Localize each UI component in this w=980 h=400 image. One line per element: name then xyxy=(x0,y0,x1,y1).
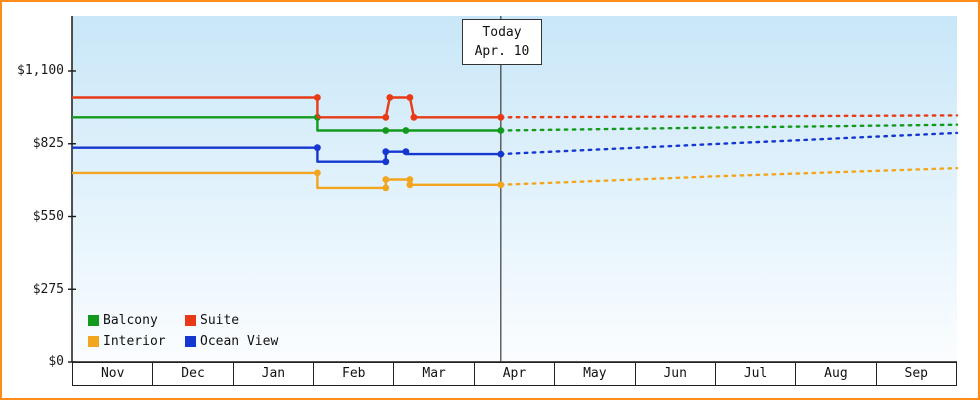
legend: Balcony Suite Interior Ocean View xyxy=(88,313,278,349)
legend-swatch-suite-icon xyxy=(185,315,196,326)
month-cell-aug: Aug xyxy=(795,362,877,386)
series-interior-marker xyxy=(406,176,414,183)
series-balcony-marker xyxy=(497,127,505,134)
series-oceanview-forecast-line xyxy=(499,131,959,156)
series-oceanview-marker xyxy=(402,148,410,156)
series-suite-marker xyxy=(314,94,321,101)
y-tick-0: $0 xyxy=(48,354,64,369)
legend-item-oceanview: Ocean View xyxy=(185,334,278,349)
series-oceanview-marker xyxy=(382,158,390,166)
y-tick-1100: $1,100 xyxy=(17,63,64,78)
month-cell-jan: Jan xyxy=(232,362,315,386)
today-label: Today xyxy=(482,25,522,40)
series-balcony-history-line xyxy=(72,116,501,132)
series-oceanview-marker xyxy=(497,150,505,158)
series-suite-marker xyxy=(497,113,505,121)
series-suite-history-line xyxy=(72,96,501,119)
month-cell-mar: Mar xyxy=(393,362,475,386)
legend-item-interior: Interior xyxy=(88,334,185,349)
legend-label-interior: Interior xyxy=(103,334,166,349)
series-interior-marker xyxy=(314,169,321,177)
today-marker-label: Today Apr. 10 xyxy=(462,19,542,65)
plot-area xyxy=(72,16,957,362)
month-cell-feb: Feb xyxy=(313,362,395,386)
series-interior-marker xyxy=(406,181,414,189)
month-cell-nov: Nov xyxy=(72,362,154,386)
month-cell-may: May xyxy=(554,362,636,386)
legend-label-oceanview: Ocean View xyxy=(200,334,279,349)
month-cell-jun: Jun xyxy=(634,362,716,386)
series-suite-marker xyxy=(410,113,418,121)
legend-label-suite: Suite xyxy=(200,313,240,328)
legend-label-balcony: Balcony xyxy=(103,313,158,328)
series-oceanview-marker xyxy=(314,144,321,152)
series-interior-history-line xyxy=(72,171,501,190)
series-suite-forecast-line xyxy=(499,114,959,119)
series-interior-marker xyxy=(382,184,390,192)
legend-swatch-balcony-icon xyxy=(88,315,99,326)
month-cell-sep: Sep xyxy=(875,362,957,386)
month-cell-jul: Jul xyxy=(714,362,797,386)
series-oceanview-marker xyxy=(382,148,390,156)
series-balcony-marker xyxy=(382,127,390,134)
legend-swatch-interior-icon xyxy=(88,336,99,347)
legend-item-balcony: Balcony xyxy=(88,313,185,328)
series-balcony-forecast-line xyxy=(499,123,959,132)
x-axis: Nov Dec Jan Feb Mar Apr May Jun Jul Aug … xyxy=(72,362,957,386)
y-tick-825: $825 xyxy=(32,136,64,151)
month-cell-apr: Apr xyxy=(473,362,556,386)
series-interior-marker xyxy=(382,176,390,183)
today-date: Apr. 10 xyxy=(474,44,530,59)
series-suite-marker xyxy=(386,94,394,101)
legend-item-suite: Suite xyxy=(185,313,278,328)
series-interior-forecast-line xyxy=(499,166,959,187)
series-suite-marker xyxy=(406,94,414,101)
month-cell-dec: Dec xyxy=(152,362,234,386)
series-balcony-marker xyxy=(402,127,410,134)
y-tick-550: $550 xyxy=(32,209,64,224)
y-tick-275: $275 xyxy=(32,282,64,297)
series-suite-marker xyxy=(382,113,390,121)
series-oceanview-history-line xyxy=(72,146,501,163)
legend-swatch-oceanview-icon xyxy=(185,336,196,347)
series-interior-marker xyxy=(497,181,505,189)
